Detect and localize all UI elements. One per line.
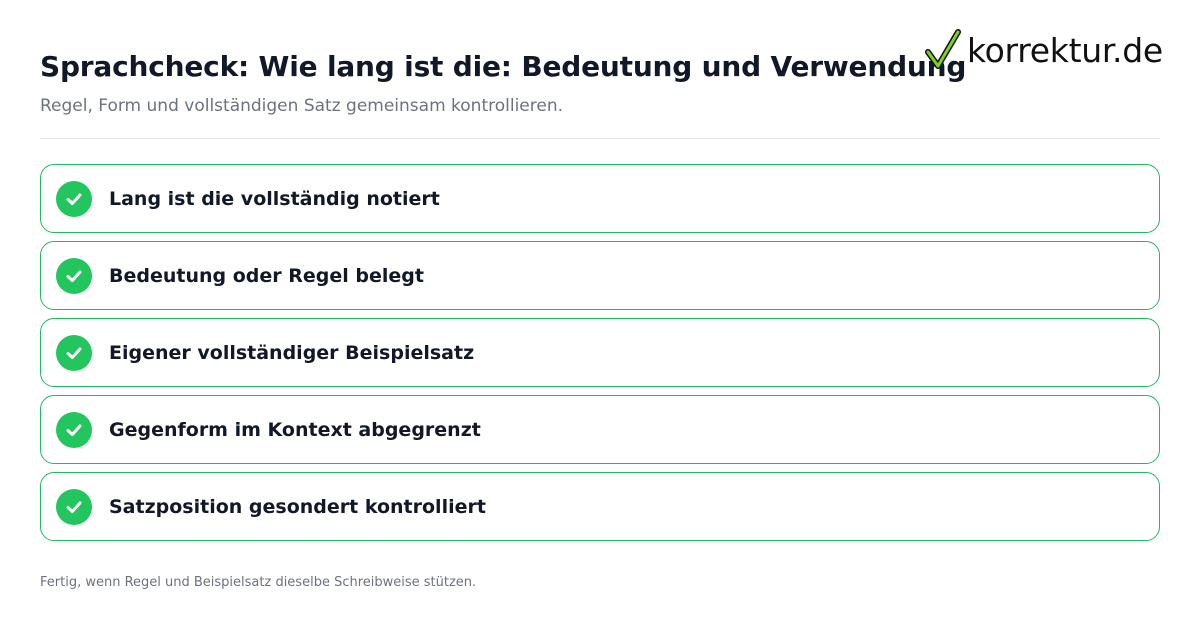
checklist-item-label: Eigener vollständiger Beispielsatz [109, 341, 475, 364]
check-circle-icon [56, 488, 92, 525]
checklist-item-label: Lang ist die vollständig notiert [109, 187, 440, 210]
checklist-item-label: Gegenform im Kontext abgegrenzt [109, 418, 481, 441]
checklist-item: Satzposition gesondert kontrolliert [40, 472, 1160, 541]
check-circle-icon [56, 180, 92, 217]
footer-note: Fertig, wenn Regel und Beispielsatz dies… [40, 575, 477, 590]
check-circle-icon [56, 334, 92, 371]
checklist-item: Gegenform im Kontext abgegrenzt [40, 395, 1160, 464]
checklist-item: Eigener vollständiger Beispielsatz [40, 318, 1160, 387]
brand-logo: korrektur.de [925, 28, 1163, 72]
header-divider [40, 138, 1160, 139]
checklist-item-label: Satzposition gesondert kontrolliert [109, 495, 486, 518]
checklist: Lang ist die vollständig notiert Bedeutu… [40, 164, 1160, 549]
checkmark-icon [925, 28, 961, 72]
check-circle-icon [56, 257, 92, 294]
page-title: Sprachcheck: Wie lang ist die: Bedeutung… [40, 50, 967, 83]
checklist-item: Bedeutung oder Regel belegt [40, 241, 1160, 310]
page-subtitle: Regel, Form und vollständigen Satz gemei… [40, 96, 564, 116]
logo-text: korrektur.de [967, 30, 1163, 70]
check-circle-icon [56, 411, 92, 448]
checklist-item: Lang ist die vollständig notiert [40, 164, 1160, 233]
checklist-item-label: Bedeutung oder Regel belegt [109, 264, 424, 287]
